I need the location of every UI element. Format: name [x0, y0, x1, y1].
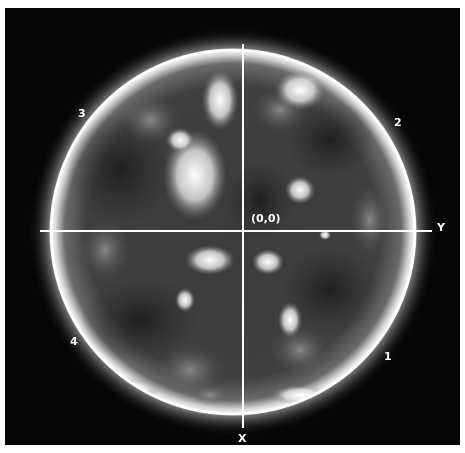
quadrant-label-1: 1 [384, 350, 392, 363]
quadrant-label-4: 4 [70, 335, 78, 348]
x-axis-label: X [238, 432, 247, 445]
y-axis-label: Y [436, 221, 446, 234]
quadrant-label-3: 3 [78, 107, 86, 120]
origin-label: (0,0) [251, 212, 281, 225]
quadrant-label-2: 2 [394, 116, 402, 129]
